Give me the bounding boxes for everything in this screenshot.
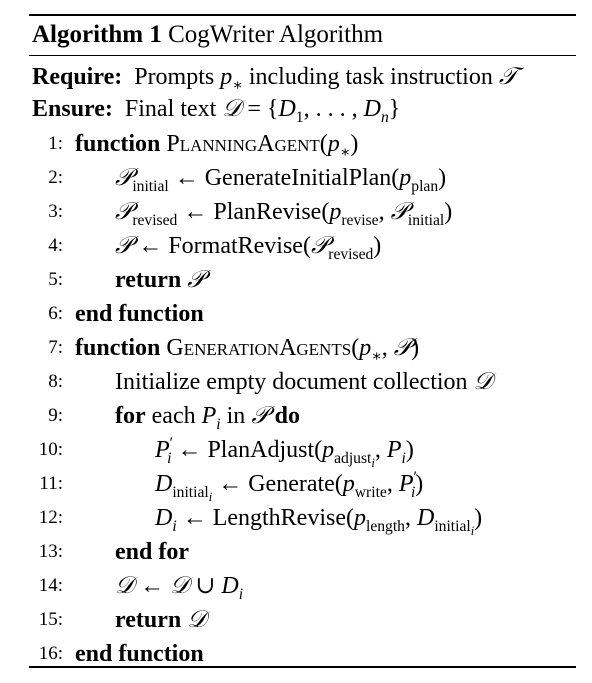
bottom-rule: [29, 666, 576, 668]
line-body: Dinitiali ← Generate(pwrite, P′i): [155, 469, 424, 504]
line-number: 4:: [48, 235, 63, 256]
require-label: Require:: [32, 64, 123, 90]
line-body: return 𝒫: [115, 267, 205, 293]
line-body: return 𝒟: [115, 607, 207, 633]
line-body: function PlanningAgent(p∗): [75, 131, 359, 161]
line-number: 3:: [48, 201, 63, 222]
line-number: 9:: [48, 405, 63, 426]
line-body: 𝒟 ← 𝒟 ∪ Di: [115, 573, 244, 603]
line-number: 10:: [38, 439, 63, 460]
line-number: 7:: [48, 337, 63, 358]
line-body: end for: [115, 539, 189, 565]
require-line: Require: Prompts p∗ including task instr…: [32, 62, 518, 94]
algorithm-title: Algorithm 1 CogWriter Algorithm: [32, 20, 383, 50]
line-number: 5:: [48, 269, 63, 290]
line-number: 14:: [38, 575, 63, 596]
algorithm-name: CogWriter Algorithm: [168, 21, 384, 48]
title-rule: [29, 55, 576, 56]
line-number: 13:: [38, 541, 63, 562]
line-body: 𝒫initial ← GenerateInitialPlan(pplan): [115, 165, 447, 195]
line-body: 𝒫revised ← PlanRevise(previse, 𝒫initial): [115, 199, 453, 229]
ensure-text: Final text 𝒟 = {D1, . . . , Dn}: [118, 96, 401, 126]
ensure-label: Ensure:: [32, 96, 113, 122]
line-number: 11:: [39, 473, 63, 494]
line-body: for each Pi in 𝒫 do: [115, 403, 300, 433]
line-number: 2:: [48, 167, 63, 188]
line-body: Initialize empty document collection 𝒟: [115, 369, 493, 395]
line-body: function GenerationAgents(p∗, 𝒫): [75, 335, 420, 365]
line-number: 1:: [48, 133, 63, 154]
line-number: 16:: [38, 643, 63, 664]
line-body: end function: [75, 301, 204, 327]
line-body: end function: [75, 641, 204, 667]
line-number: 15:: [38, 609, 63, 630]
line-number: 12:: [38, 507, 63, 528]
ensure-line: Ensure: Final text 𝒟 = {D1, . . . , Dn}: [32, 94, 401, 126]
top-rule: [29, 14, 576, 16]
line-body: P′i ← PlanAdjust(padjusti, Pi): [155, 435, 414, 470]
line-body: Di ← LengthRevise(plength, Dinitiali): [155, 505, 483, 538]
line-body: 𝒫 ← FormatRevise(𝒫revised): [115, 233, 382, 263]
require-text: Prompts p∗ including task instruction 𝒯: [128, 64, 518, 94]
algorithm-number: Algorithm 1: [32, 21, 162, 48]
line-number: 6:: [48, 303, 63, 324]
line-number: 8:: [48, 371, 63, 392]
